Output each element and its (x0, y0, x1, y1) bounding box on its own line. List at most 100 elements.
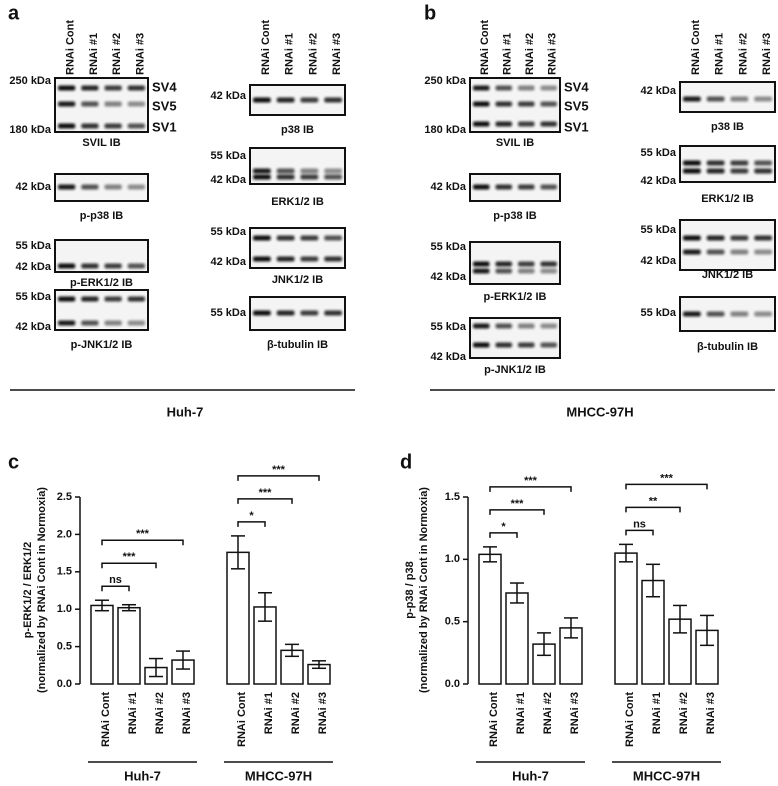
band (683, 311, 701, 317)
band (540, 261, 557, 267)
band (540, 85, 557, 91)
error-bar (258, 591, 272, 622)
band (276, 168, 295, 174)
y-tick-label: 0.5 (57, 641, 72, 653)
x-tick-label: RNAi #1 (127, 692, 139, 734)
band (104, 263, 122, 269)
lane-label: RNAi #2 (737, 33, 749, 75)
significance-bracket (625, 506, 681, 513)
lane-label: RNAi #3 (134, 33, 146, 75)
marker-label: 55 kDa (16, 291, 52, 303)
band (518, 101, 535, 107)
band (253, 168, 271, 174)
band (754, 96, 772, 102)
significance-label: ** (649, 495, 658, 507)
band (730, 96, 749, 102)
band (300, 235, 319, 241)
band (81, 184, 99, 190)
bar (117, 606, 141, 685)
band (300, 168, 319, 174)
significance-label: *** (259, 487, 273, 499)
bar (226, 551, 250, 685)
error-bar (700, 614, 714, 647)
band (473, 85, 490, 91)
band (127, 123, 145, 129)
lane-label: RNAi #3 (547, 33, 559, 75)
blot-caption: p38 IB (711, 121, 744, 133)
blot-caption: p-p38 IB (80, 210, 123, 222)
significance-bracket (489, 509, 545, 515)
blot-caption: p-JNK1/2 IB (71, 339, 133, 351)
error-bar (619, 543, 633, 563)
band (754, 235, 772, 241)
marker-label: 55 kDa (641, 147, 677, 159)
blot-caption: JNK1/2 IB (702, 269, 753, 281)
error-bar (149, 657, 163, 678)
band (58, 85, 76, 91)
error-bar (231, 535, 245, 570)
marker-label: 42 kDa (16, 321, 52, 333)
band (58, 123, 76, 129)
significance-bracket (101, 539, 184, 546)
significance-bracket (625, 483, 708, 490)
lane-label: RNAi #3 (761, 33, 773, 75)
x-tick-label: RNAi #3 (181, 692, 193, 734)
band-label: SV5 (564, 98, 589, 113)
significance-bracket (625, 529, 654, 536)
band (324, 174, 342, 180)
x-tick-label: RNAi #1 (263, 692, 275, 734)
band (706, 311, 725, 317)
error-bar (673, 604, 687, 634)
lane-label: RNAi #2 (111, 33, 123, 75)
band (127, 184, 145, 190)
band (730, 249, 749, 255)
bar (505, 592, 529, 685)
band (127, 296, 145, 302)
significance-bracket (489, 532, 518, 538)
blot-caption: SVIL IB (496, 137, 534, 149)
blot-frame (249, 227, 346, 269)
band (518, 121, 535, 127)
group-label: MHCC-97H (633, 768, 700, 783)
y-axis-label: p-ERK1/2 / ERK1/2 (22, 542, 34, 639)
marker-label: 42 kDa (641, 255, 677, 267)
lane-label: RNAi Cont (479, 20, 491, 75)
band (324, 235, 342, 241)
lane-label: RNAi #1 (284, 33, 296, 75)
blot-frame (679, 219, 776, 271)
y-axis-label: (normalized by RNAi Cont in Normoxia) (36, 487, 48, 693)
band (300, 174, 319, 180)
band (104, 85, 122, 91)
band (518, 268, 535, 274)
error-bar (564, 617, 578, 639)
blot-caption: ERK1/2 IB (701, 193, 754, 205)
marker-label: 42 kDa (211, 174, 247, 186)
x-tick-label: RNAi #3 (317, 692, 329, 734)
band (127, 85, 145, 91)
y-tick-label: 0.5 (445, 616, 460, 628)
band (324, 310, 342, 316)
band (540, 323, 557, 329)
band (518, 261, 535, 267)
band (706, 235, 725, 241)
band (495, 85, 512, 91)
band (253, 97, 271, 103)
marker-label: 250 kDa (424, 75, 466, 87)
significance-label: ns (633, 518, 646, 530)
marker-label: 42 kDa (431, 351, 467, 363)
significance-label: *** (660, 472, 674, 484)
band (473, 268, 490, 274)
band (473, 261, 490, 267)
marker-label: 42 kDa (16, 181, 52, 193)
lane-label: RNAi Cont (690, 20, 702, 75)
significance-label: *** (272, 464, 286, 476)
error-bar (537, 632, 551, 657)
x-tick-label: RNAi #1 (651, 692, 663, 734)
significance-label: * (501, 521, 506, 533)
band (276, 235, 295, 241)
band (754, 311, 772, 317)
band (540, 268, 557, 274)
marker-label: 180 kDa (424, 124, 466, 136)
band (81, 263, 99, 269)
y-axis-label: p-p38 / p38 (404, 561, 416, 618)
